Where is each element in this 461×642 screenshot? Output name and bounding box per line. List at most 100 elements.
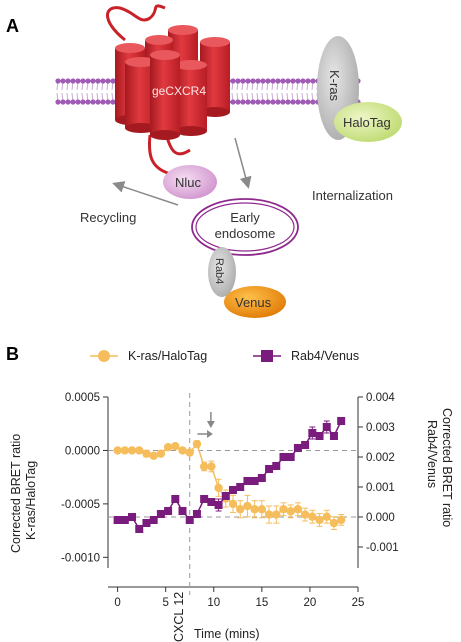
nluc-protein (163, 165, 217, 199)
lipid-head (55, 78, 61, 84)
lipid-head (295, 99, 301, 105)
data-point (329, 518, 339, 528)
data-point (149, 516, 158, 524)
lipid-head (250, 99, 256, 105)
lipid-head (270, 99, 276, 105)
lipid-head (90, 99, 96, 105)
data-point (293, 444, 302, 452)
lipid-head (255, 99, 261, 105)
helix-bottom (150, 130, 180, 140)
recycling-label: Recycling (80, 210, 136, 225)
helix-top (145, 35, 173, 45)
data-point (221, 492, 230, 500)
lipid-head (90, 78, 96, 84)
data-point (264, 510, 274, 519)
helix-body (150, 55, 180, 135)
helix-bottom (125, 123, 157, 133)
lipid-head (290, 78, 296, 84)
lipid-head (75, 78, 81, 84)
lipid-head (310, 99, 316, 105)
y-right-tick-label: -0.001 (366, 542, 399, 554)
data-point (120, 516, 129, 524)
lipid-head (105, 99, 111, 105)
y-left-tick-label: 0.0000 (65, 445, 100, 457)
lipid-head (60, 99, 66, 105)
y-right-tick-label: 0.000 (366, 512, 395, 524)
legend: K-ras/HaloTag Rab4/Venus (90, 349, 359, 363)
lipid-head (280, 99, 286, 105)
data-point (286, 507, 295, 516)
data-point (128, 513, 137, 521)
lipid-head (310, 78, 316, 84)
data-point (127, 446, 137, 455)
y-left-label-line2: K-ras/HaloTag (24, 461, 38, 540)
legend-label-rab4: Rab4/Venus (291, 349, 359, 363)
x-tick-label: 5 (162, 597, 168, 609)
addition-arrow-head (206, 421, 215, 428)
lipid-head (230, 78, 236, 84)
lipid-head (60, 78, 66, 84)
lipid-head (245, 99, 251, 105)
lipid-head (245, 78, 251, 84)
data-point (228, 499, 238, 509)
x-tick-label: 25 (352, 597, 365, 609)
data-point (308, 429, 317, 437)
data-point (149, 451, 158, 460)
y-right-tick-label: 0.002 (366, 452, 395, 464)
data-point (207, 498, 216, 506)
data-point (293, 505, 303, 514)
early-endosome-outer (191, 198, 299, 256)
data-point (200, 495, 209, 503)
panel-b-letter: B (6, 344, 19, 364)
data-point (286, 453, 295, 461)
data-point (135, 446, 144, 455)
data-point (322, 512, 331, 521)
data-point (171, 495, 180, 503)
data-point (250, 505, 259, 514)
legend-marker-rab4 (261, 350, 273, 362)
early-endosome-inner (195, 202, 295, 252)
endosome-label-line1: Early (230, 210, 260, 225)
y-left-label-line1: Corrected BRET ratio (9, 434, 23, 553)
lipid-head (285, 99, 291, 105)
y-right-tick-label: 0.001 (366, 482, 395, 494)
recycling-arrow (112, 181, 179, 206)
gecxcr4-label: geCXCR4 (152, 84, 206, 98)
y-right-label-line1: Corrected BRET ratio (440, 408, 454, 527)
lipid-head (65, 78, 71, 84)
nluc-label: Nluc (175, 175, 202, 190)
lipid-head (290, 99, 296, 105)
halotag-protein (334, 102, 402, 142)
lipid-head (300, 78, 306, 84)
lipid-head (260, 99, 266, 105)
bret-plot: 0 5 10 15 20 25 0.0005 0.0000 -0.0005 -0.0010 0.00… (61, 392, 399, 609)
lipid-head (70, 78, 76, 84)
data-point (142, 519, 151, 527)
data-point (185, 516, 194, 524)
data-point (156, 510, 165, 518)
data-point (214, 501, 223, 509)
helix-top (115, 43, 145, 53)
data-point (308, 512, 317, 521)
cxcl12-annotation: CXCL 12 (172, 592, 186, 642)
lipid-head (100, 99, 106, 105)
y-right-tick-label: 0.004 (366, 392, 395, 404)
lipid-head (65, 99, 71, 105)
lipid-head (95, 78, 101, 84)
gecxcr4-receptor: geCXCR4 (115, 25, 230, 140)
x-tick-label: 15 (255, 597, 268, 609)
data-point (192, 510, 201, 518)
lipid-head (75, 99, 81, 105)
kras-label: K-ras (327, 70, 342, 102)
data-point (315, 515, 324, 525)
data-point (199, 462, 209, 471)
x-axis-label: Time (mins) (194, 627, 260, 641)
data-point (178, 507, 187, 515)
helix-bottom (200, 107, 230, 117)
venus-protein (224, 286, 286, 318)
x-tick-label: 20 (304, 597, 317, 609)
lipid-head (260, 78, 266, 84)
lipid-head (100, 78, 106, 84)
venus-label: Venus (235, 295, 272, 310)
helix-top (175, 60, 207, 70)
